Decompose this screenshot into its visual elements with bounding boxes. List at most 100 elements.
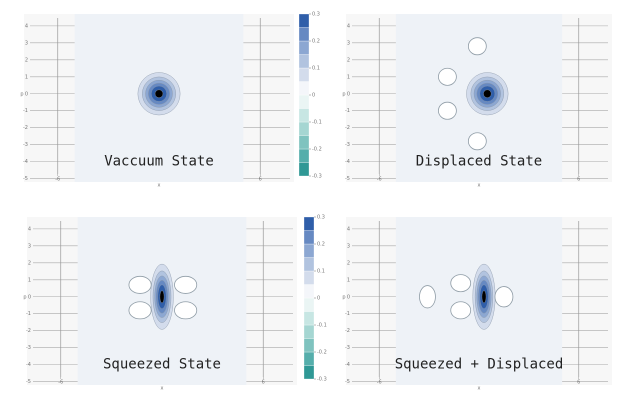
colorbar-band — [298, 94, 310, 109]
y-tick-label: -4 — [23, 159, 28, 165]
colorbar-band — [303, 284, 315, 299]
x-tick-label: -6 — [377, 177, 382, 183]
x-tick-label: -6 — [55, 177, 60, 183]
colorbar-band — [298, 162, 310, 177]
x-tick-label: 6 — [577, 177, 580, 183]
colorbar-band — [303, 257, 315, 272]
panel-title: Squeezed + Displaced — [395, 357, 564, 373]
colorbar-tick-label: -0.3 — [312, 174, 322, 180]
contour-negative — [450, 274, 472, 293]
panel-title: Vaccuum State — [104, 154, 214, 170]
colorbar-band — [303, 324, 315, 339]
contour-negative — [438, 101, 457, 120]
y-tick-label: -3 — [345, 142, 350, 148]
colorbar-tick-label: 0.3 — [317, 215, 325, 221]
colorbar-band — [298, 148, 310, 163]
y-tick-label: 4 — [25, 23, 28, 29]
colorbar-band — [298, 81, 310, 96]
y-tick-label: 1 — [347, 277, 350, 283]
contour-negative — [494, 286, 514, 308]
colorbar-band — [303, 338, 315, 353]
x-tick-label: 6 — [259, 177, 262, 183]
y-tick-label: 3 — [28, 243, 31, 249]
y-tick-label: -5 — [345, 379, 350, 385]
contour-negative — [467, 132, 487, 151]
y-tick-label: 0 — [28, 294, 31, 300]
x-tick-label: -6 — [377, 380, 382, 386]
y-tick-label: -2 — [345, 328, 350, 334]
y-tick-label: 4 — [347, 226, 350, 232]
colorbar-tick-label: -0.3 — [317, 377, 327, 383]
y-axis-label: p — [342, 294, 345, 300]
contour-negative — [174, 301, 198, 320]
x-tick-label: -6 — [58, 380, 63, 386]
colorbar-band — [298, 13, 310, 28]
y-tick-label: -1 — [345, 311, 350, 317]
contour-negative — [438, 67, 457, 86]
y-tick-label: -3 — [26, 345, 31, 351]
y-tick-label: 2 — [347, 57, 350, 63]
y-tick-label: 2 — [347, 260, 350, 266]
colorbar-tick-label: 0.2 — [312, 39, 320, 45]
y-tick-label: 2 — [25, 57, 28, 63]
colorbar-tick-label: -0.1 — [312, 120, 322, 126]
colorbar-tick-label: 0.1 — [312, 66, 320, 72]
y-tick-label: -5 — [345, 176, 350, 182]
y-axis-label: p — [23, 294, 26, 300]
contour-negative — [450, 301, 472, 320]
y-axis-label: p — [20, 91, 23, 97]
y-tick-label: -1 — [26, 311, 31, 317]
x-axis-label: x — [478, 183, 481, 189]
x-axis-label: x — [478, 386, 481, 392]
contour-band — [159, 290, 165, 304]
colorbar-tick-label: -0.2 — [317, 350, 327, 356]
colorbar-tick-label: 0.3 — [312, 12, 320, 18]
x-tick-label: 6 — [262, 380, 265, 386]
y-tick-label: -2 — [345, 125, 350, 131]
y-tick-label: -2 — [23, 125, 28, 131]
contour-band — [154, 89, 164, 98]
y-tick-label: -4 — [26, 362, 31, 368]
colorbar-band — [298, 40, 310, 55]
contour-band — [481, 290, 487, 304]
y-tick-label: -4 — [345, 362, 350, 368]
colorbar-tick-label: 0.2 — [317, 242, 325, 248]
colorbar-band — [298, 121, 310, 136]
y-axis-label: p — [342, 91, 345, 97]
colorbar-band — [303, 216, 315, 231]
colorbar-tick-label: 0 — [312, 93, 315, 99]
y-tick-label: 2 — [28, 260, 31, 266]
y-tick-label: -3 — [345, 345, 350, 351]
y-tick-label: -5 — [23, 176, 28, 182]
colorbar-band — [303, 270, 315, 285]
contour-negative — [128, 275, 152, 294]
contour-negative — [419, 285, 436, 309]
colorbar-band — [298, 27, 310, 42]
y-tick-label: 0 — [347, 91, 350, 97]
y-tick-label: 1 — [25, 74, 28, 80]
colorbar-tick-label: -0.1 — [317, 323, 327, 329]
y-tick-label: 1 — [347, 74, 350, 80]
colorbar-tick-label: 0.1 — [317, 269, 325, 275]
colorbar-band — [303, 297, 315, 312]
y-tick-label: 4 — [28, 226, 31, 232]
x-axis-label: x — [161, 386, 164, 392]
colorbar-tick-label: 0 — [317, 296, 320, 302]
colorbar-band — [298, 54, 310, 69]
contour-negative — [467, 37, 487, 56]
y-tick-label: -1 — [345, 108, 350, 114]
y-tick-label: -5 — [26, 379, 31, 385]
y-tick-label: -1 — [23, 108, 28, 114]
y-tick-label: 1 — [28, 277, 31, 283]
x-tick-label: 6 — [577, 380, 580, 386]
colorbar-band — [303, 230, 315, 245]
y-tick-label: 3 — [347, 40, 350, 46]
colorbar-band — [298, 108, 310, 123]
y-tick-label: -3 — [23, 142, 28, 148]
contour-negative — [128, 301, 152, 320]
y-tick-label: 3 — [25, 40, 28, 46]
